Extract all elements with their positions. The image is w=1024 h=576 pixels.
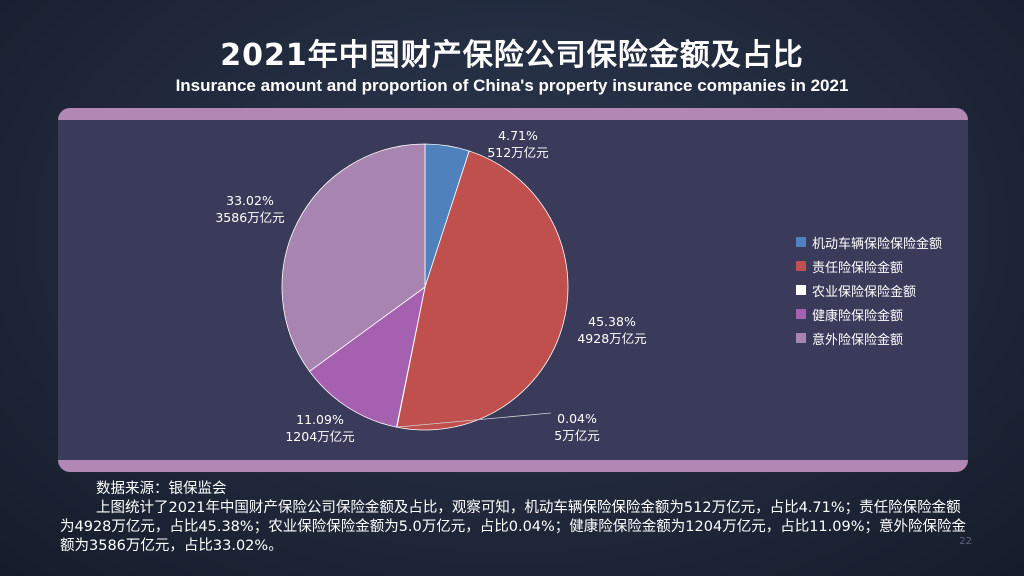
legend-item-5: 意外险保险金额 <box>796 326 942 350</box>
legend-item-1: 机动车辆保险保险金额 <box>796 230 942 254</box>
pie-slice-4 <box>308 286 426 428</box>
footer-text: 数据来源：银保监会 上图统计了2021年中国财产保险公司保险金额及占比，观察可知… <box>60 480 970 556</box>
data-label-value-3: 5万亿元 <box>554 428 599 443</box>
data-label-value-1: 512万亿元 <box>487 145 548 160</box>
legend-item-2: 责任险保险金额 <box>796 254 942 278</box>
data-label-percent-4: 11.09% <box>296 412 344 427</box>
legend-swatch-3 <box>796 285 806 295</box>
chart-legend: 机动车辆保险保险金额 责任险保险金额 农业保险保险金额 健康险保险金额 意外险保险金额 <box>796 230 942 350</box>
data-label-percent-2: 45.38% <box>588 314 636 329</box>
data-label-value-5: 3586万亿元 <box>215 210 284 225</box>
legend-swatch-2 <box>796 261 806 271</box>
pie-slice-5 <box>281 143 426 372</box>
legend-item-4: 健康险保险金额 <box>796 302 942 326</box>
legend-swatch-4 <box>796 309 806 319</box>
summary-paragraph: 上图统计了2021年中国财产保险公司保险金额及占比，观察可知，机动车辆保险保险金… <box>60 500 966 554</box>
legend-label-5: 意外险保险金额 <box>812 332 904 348</box>
legend-label-1: 机动车辆保险保险金额 <box>812 236 943 252</box>
data-label-percent-1: 4.71% <box>498 128 538 143</box>
panel-top-bar <box>58 108 968 120</box>
legend-item-3: 农业保险保险金额 <box>796 278 942 302</box>
data-label-percent-3: 0.04% <box>557 411 597 426</box>
pie-slice-2 <box>396 150 569 431</box>
data-label-value-4: 1204万亿元 <box>285 429 354 444</box>
leader-line-3 <box>396 412 552 428</box>
data-label-percent-5: 33.02% <box>226 193 274 208</box>
data-source: 数据来源：银保监会 <box>96 481 227 497</box>
legend-label-3: 农业保险保险金额 <box>812 284 917 300</box>
data-label-value-2: 4928万亿元 <box>577 331 646 346</box>
page-title: 2021年中国财产保险公司保险金额及占比 <box>220 38 804 73</box>
legend-swatch-1 <box>796 237 806 247</box>
page-subtitle: Insurance amount and proportion of China… <box>175 76 849 95</box>
legend-label-2: 责任险保险金额 <box>812 260 904 276</box>
legend-swatch-5 <box>796 333 806 343</box>
panel-bottom-bar <box>58 460 968 472</box>
legend-label-4: 健康险保险金额 <box>812 308 904 324</box>
page-number: 22 <box>959 536 972 547</box>
